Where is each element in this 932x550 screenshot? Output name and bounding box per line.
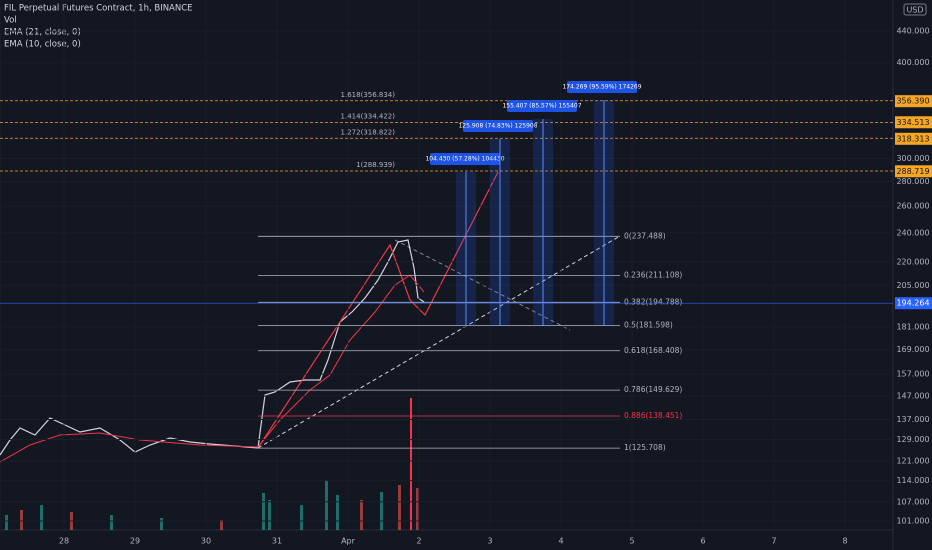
price-tag-label: 288.719: [896, 167, 929, 176]
price-tick-label: 129.000: [896, 435, 929, 444]
fib-level-label: 0.382(194.788): [624, 297, 682, 306]
price-tick-label: 205.000: [896, 281, 929, 290]
projection-label: 174.269 (95.59%) 174269: [562, 84, 641, 91]
ema-label: EMA (10, close, 0): [4, 40, 81, 50]
projection-label-box: [430, 153, 500, 165]
fib-extension-label: 1(288.939): [356, 161, 395, 169]
fib-level-label: 0(237.488): [624, 231, 666, 240]
price-tick-label: 137.000: [896, 415, 929, 424]
volume: [5, 480, 419, 530]
price-tag-label: 334.513: [896, 118, 929, 127]
price-tick-label: 114.000: [896, 476, 929, 485]
price-tick-label: 260.000: [896, 202, 929, 211]
fib-level-label: 0.236(211.108): [624, 271, 682, 280]
price-tag: [895, 165, 932, 178]
volume-label: Vol: [4, 16, 17, 26]
price-tag-label: 356.390: [896, 97, 929, 106]
projection-label: 155.407 (85.57%) 155407: [502, 103, 581, 110]
time-tick-label: 29: [130, 537, 140, 546]
fib-level-label: 0.618(168.408): [624, 346, 682, 355]
price-tick-label: 147.000: [896, 392, 929, 401]
ema: [0, 274, 425, 463]
time-tick-label: 3: [487, 537, 492, 546]
symbol: FIL Perpetual Futures Contract, 1h, BINA…: [4, 4, 193, 14]
time-tick-label: 6: [700, 537, 705, 546]
price-tag: [895, 116, 932, 129]
price-tick-label: 121.000: [896, 456, 929, 465]
projection-label-box: [507, 100, 577, 112]
price-tick-label: 169.000: [896, 345, 929, 354]
price-tag: [895, 132, 932, 145]
currency-box[interactable]: [903, 3, 927, 16]
price-tick-label: 101.000: [896, 517, 929, 526]
price-tag-label: 318.313: [896, 134, 929, 143]
price-tag-label: 194.264: [896, 299, 929, 308]
projection-label-box: [463, 120, 533, 132]
pattern: [257, 171, 499, 449]
price-tick-label: 220.000: [896, 257, 929, 266]
projection-label-box: [567, 81, 637, 93]
price-tick-label: 181.000: [896, 322, 929, 331]
price-tick-label: 157.000: [896, 370, 929, 379]
time-tick-label: 30: [201, 537, 211, 546]
price-tick-label: 280.000: [896, 177, 929, 186]
ema-label: EMA (21, close, 0): [4, 28, 81, 38]
price-tick-label: 240.000: [896, 228, 929, 237]
time-tick-label: 28: [59, 537, 69, 546]
price: [0, 239, 425, 456]
fib-level-label: 0.5(181.598): [624, 321, 673, 330]
fib-level-label: 1(125.708): [624, 443, 666, 452]
currency[interactable]: USD: [906, 6, 923, 15]
price-tag: [895, 95, 932, 108]
fib-level-label: 0.886(138.451): [624, 411, 682, 420]
price-tag: [895, 297, 932, 310]
price-tick-label: 300.000: [896, 154, 929, 163]
time-tick-label: 7: [771, 537, 776, 546]
price-tick-label: 440.000: [896, 27, 929, 36]
fib-extension-label: 1.618(356.834): [341, 91, 396, 99]
time-tick-label: 4: [558, 537, 563, 546]
projection-label: 104.430 (57.28%) 104430: [425, 156, 504, 163]
price-tick-label: 107.000: [896, 497, 929, 506]
time-tick-label: Apr: [341, 537, 356, 546]
projection-label: 125.908 (74.83%) 125908: [458, 123, 537, 130]
time-tick-label: 31: [272, 537, 282, 546]
time-tick-label: 8: [842, 537, 847, 546]
fib-extension-label: 1.272(318.822): [341, 128, 396, 136]
fib-extension-label: 1.414(334.422): [341, 112, 396, 120]
fib-level-label: 0.786(149.629): [624, 385, 682, 394]
time-tick-label: 2: [416, 537, 421, 546]
time-tick-label: 5: [629, 537, 634, 546]
price-tick-label: 400.000: [896, 58, 929, 67]
